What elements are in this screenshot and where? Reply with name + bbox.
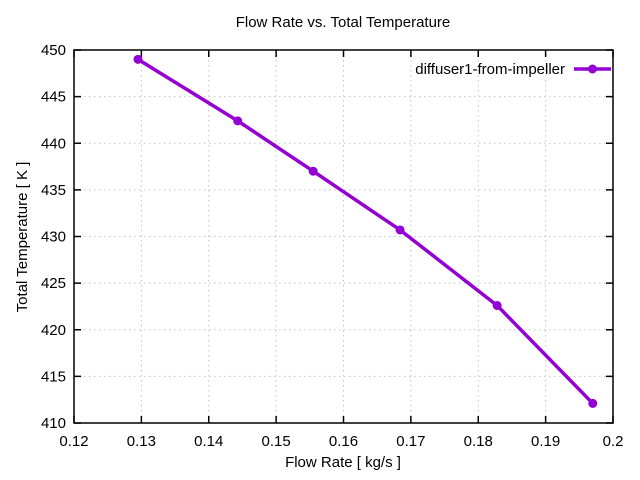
plot-area: 0.12 0.13 0.14 0.15 0.16 0.17 0.18 0.19 0.2 410 41… — [41, 42, 623, 450]
x-tick-label: 0.13 — [127, 433, 156, 450]
y-tick-label: 415 — [41, 368, 66, 385]
y-tick-label: 440 — [41, 135, 66, 152]
legend-marker-sample — [588, 64, 597, 74]
y-tick-label: 445 — [41, 89, 66, 106]
x-tick-label: 0.17 — [396, 433, 425, 450]
x-axis-label: Flow Rate [ kg/s ] — [285, 454, 401, 471]
data-point — [492, 301, 502, 311]
x-tick-label: 0.16 — [329, 433, 358, 450]
data-point — [308, 166, 318, 176]
y-tick-label: 430 — [41, 229, 66, 246]
x-tick-label: 0.18 — [464, 433, 493, 450]
y-tick-label: 410 — [41, 415, 66, 432]
chart-title: Flow Rate vs. Total Temperature — [236, 14, 451, 31]
x-tick-label: 0.19 — [531, 433, 560, 450]
data-point — [395, 225, 405, 235]
y-tick-label: 435 — [41, 182, 66, 199]
y-tick-label: 425 — [41, 275, 66, 292]
x-tick-label: 0.2 — [603, 433, 624, 450]
x-tick-label: 0.15 — [262, 433, 291, 450]
y-axis-label: Total Temperature [ K ] — [14, 162, 31, 313]
data-point — [588, 398, 598, 408]
y-tick-label: 420 — [41, 322, 66, 339]
data-point — [133, 54, 143, 64]
y-tick-label: 450 — [41, 42, 66, 59]
legend-label: diffuser1-from-impeller — [415, 61, 565, 78]
legend: diffuser1-from-impeller — [415, 61, 611, 78]
data-point — [233, 116, 243, 126]
x-tick-label: 0.14 — [194, 433, 223, 450]
plot-border — [73, 49, 614, 424]
x-tick-label: 0.12 — [59, 433, 88, 450]
series-line — [136, 57, 595, 406]
